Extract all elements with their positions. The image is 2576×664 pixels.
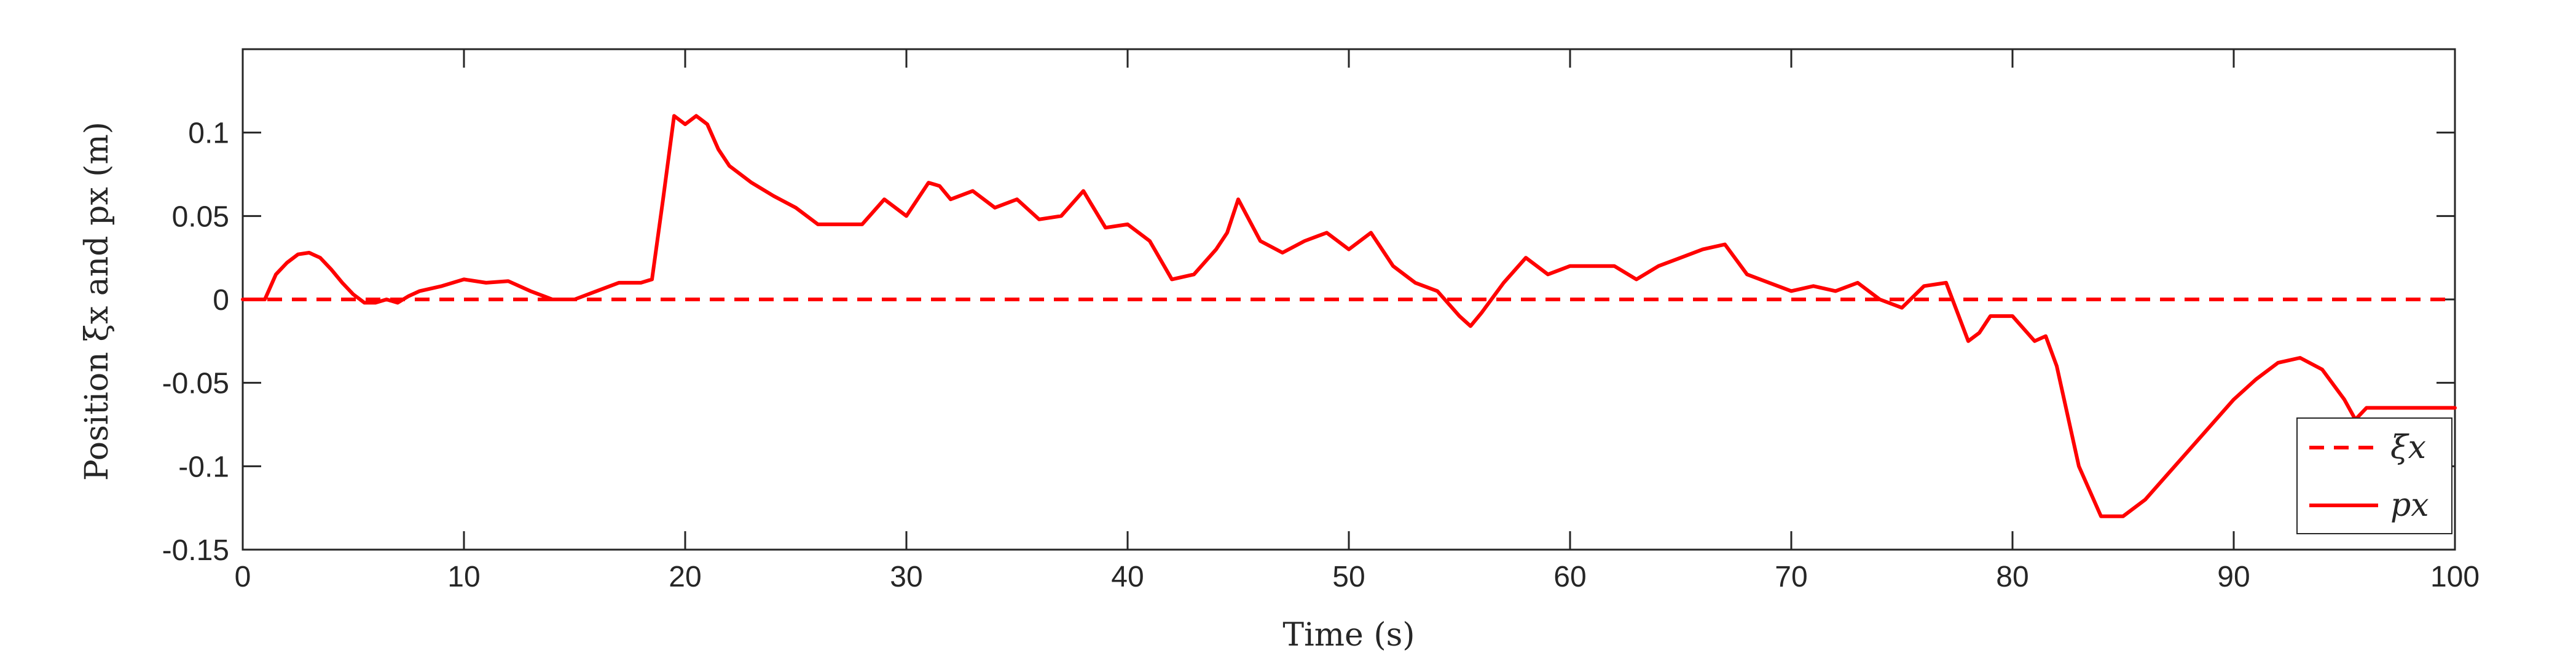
y-tick-label: 0.05	[172, 200, 229, 233]
series-line-px	[241, 114, 2457, 518]
x-tick-label: 90	[2217, 561, 2250, 593]
x-tick-label: 60	[1553, 561, 1586, 593]
x-tick-label: 70	[1775, 561, 1807, 593]
x-tick-label: 50	[1332, 561, 1365, 593]
y-axis-label: Position ξx and px (m)	[79, 122, 116, 481]
legend-box	[2296, 417, 2452, 534]
y-tick-label: -0.05	[162, 368, 229, 400]
x-axis-ticks: 0 10 20 30 40 50 60 70 80 90 100	[235, 49, 2480, 593]
y-tick-label: -0.15	[162, 534, 229, 567]
x-tick-label: 80	[1996, 561, 2028, 593]
x-tick-label: 20	[669, 561, 701, 593]
legend-label-px: px	[2390, 487, 2429, 524]
y-tick-label: 0	[213, 284, 229, 317]
x-tick-label: 40	[1111, 561, 1144, 593]
x-tick-label: 100	[2430, 561, 2480, 593]
y-tick-label: -0.1	[178, 451, 229, 483]
series-layer	[241, 114, 2457, 518]
x-tick-label: 30	[890, 561, 922, 593]
x-tick-label: 0	[235, 561, 251, 593]
legend-label-xi: ξx	[2390, 429, 2426, 466]
x-axis-label: Time (s)	[1282, 617, 1415, 654]
y-tick-label: 0.1	[188, 117, 229, 150]
x-tick-label: 10	[447, 561, 480, 593]
legend: ξx px	[2296, 417, 2452, 534]
